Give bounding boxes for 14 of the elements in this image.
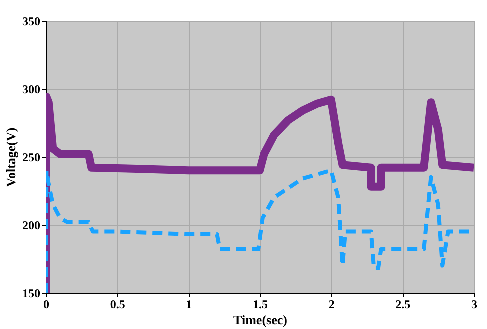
x-tick-label: 1.5 — [253, 298, 268, 312]
y-tick-label: 350 — [22, 14, 40, 28]
y-tick-label: 150 — [22, 286, 40, 300]
y-axis-title: Voltage(V) — [4, 128, 18, 188]
y-tick-label: 250 — [22, 150, 40, 164]
x-tick-label: 2 — [328, 298, 335, 312]
x-tick-label: 0 — [44, 298, 50, 312]
x-tick-label: 2.5 — [396, 298, 411, 312]
x-tick-label: 0.5 — [110, 298, 126, 312]
y-tick-label: 300 — [22, 82, 40, 96]
x-tick-label: 1 — [186, 298, 192, 312]
y-tick-label: 200 — [22, 218, 40, 232]
x-tick-label: 3 — [472, 298, 478, 312]
x-axis-title: Time(sec) — [234, 312, 288, 328]
